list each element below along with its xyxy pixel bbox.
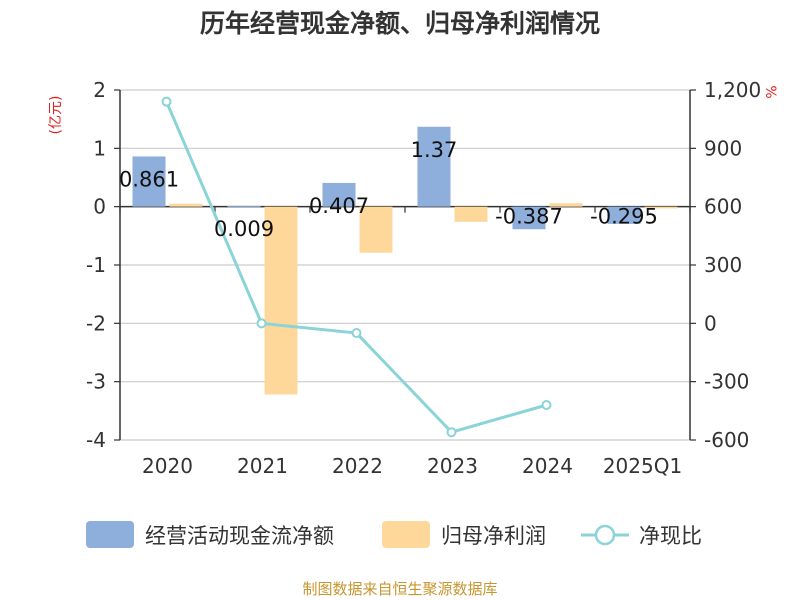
- bar-net-profit: [549, 203, 583, 207]
- left-axis-label: (亿元): [48, 96, 64, 135]
- right-tick-label: 1,200: [704, 78, 761, 102]
- bar-cashflow: [322, 182, 356, 207]
- ratio-point: [446, 427, 457, 438]
- bar-value-label: 0.407: [309, 194, 369, 218]
- bar-value-label: -0.295: [590, 205, 658, 229]
- legend-label-net-profit: 归母净利润: [441, 524, 546, 548]
- right-tick-label: 600: [704, 195, 742, 219]
- ratio-point: [351, 328, 362, 339]
- chart-title: 历年经营现金净额、归母净利润情况: [200, 9, 600, 38]
- legend-label-cashflow: 经营活动现金流净额: [145, 524, 334, 548]
- ratio-line-path: [165, 101, 547, 434]
- right-tick-label: 900: [704, 136, 742, 160]
- left-tick-label: 2: [93, 78, 106, 102]
- legend-item-net-profit[interactable]: 归母净利润: [382, 521, 546, 548]
- bar-cashflow: [227, 206, 261, 208]
- right-tick-label: -600: [704, 428, 749, 452]
- ratio-point: [541, 400, 552, 410]
- ratio-point: [256, 318, 267, 329]
- legend-label-ratio: 净现比: [639, 524, 702, 548]
- x-tick-label: 2022: [332, 454, 383, 478]
- legend-swatch-net-profit: [382, 521, 430, 548]
- bar-value-label: -0.387: [495, 205, 563, 229]
- left-tick-label: 1: [93, 136, 106, 160]
- x-tick-label: 2020: [142, 454, 193, 478]
- bars-net-profit: [169, 203, 678, 395]
- source-note: 制图数据来自恒生聚源数据库: [302, 580, 497, 598]
- bar-value-label: 0.861: [119, 167, 179, 191]
- left-tick-label: -3: [86, 370, 106, 394]
- x-axis: 2020 2021 2022 2023 2024 2025Q1: [119, 205, 691, 478]
- bar-value-label: 0.009: [214, 217, 274, 241]
- legend-item-ratio[interactable]: 净现比: [581, 524, 702, 548]
- ratio-point: [161, 96, 172, 107]
- bar-cashflow: [607, 206, 641, 224]
- bars-cashflow: [132, 126, 641, 230]
- bar-net-profit: [644, 206, 678, 209]
- bar-cashflow: [512, 206, 546, 230]
- bar-cashflow: [417, 126, 451, 207]
- right-axis-label: %: [762, 85, 778, 98]
- bar-net-profit: [264, 206, 298, 395]
- right-axis: % 1,200 900 600 300 0 -300 -600: [689, 78, 778, 452]
- bar-value-labels: 0.861 0.009 0.407 1.37 -0.387 -0.295: [119, 138, 658, 241]
- x-tick-label: 2024: [522, 454, 573, 478]
- bar-net-profit: [454, 206, 488, 222]
- bar-net-profit: [359, 206, 393, 253]
- right-tick-label: -300: [704, 370, 749, 394]
- left-tick-label: -1: [86, 253, 106, 277]
- left-tick-label: 0: [93, 195, 106, 219]
- bar-cashflow: [132, 156, 166, 207]
- legend-item-cashflow[interactable]: 经营活动现金流净额: [86, 521, 334, 548]
- left-tick-label: -4: [86, 428, 106, 452]
- right-tick-label: 0: [704, 311, 717, 335]
- x-tick-label: 2025Q1: [603, 454, 682, 478]
- ratio-line: [161, 96, 552, 438]
- grid-lines: [120, 89, 690, 441]
- bar-value-label: 1.37: [411, 138, 458, 162]
- bar-net-profit: [169, 203, 203, 207]
- legend-marker-ratio: [594, 524, 616, 546]
- legend-swatch-cashflow: [86, 521, 134, 548]
- right-tick-label: 300: [704, 253, 742, 277]
- x-tick-label: 2023: [427, 454, 478, 478]
- left-axis: (亿元) 2 1 0 -1 -2 -3 -4: [48, 78, 121, 452]
- x-tick-label: 2021: [237, 454, 288, 478]
- legend: 经营活动现金流净额 归母净利润 净现比: [86, 521, 702, 548]
- left-tick-label: -2: [86, 311, 106, 335]
